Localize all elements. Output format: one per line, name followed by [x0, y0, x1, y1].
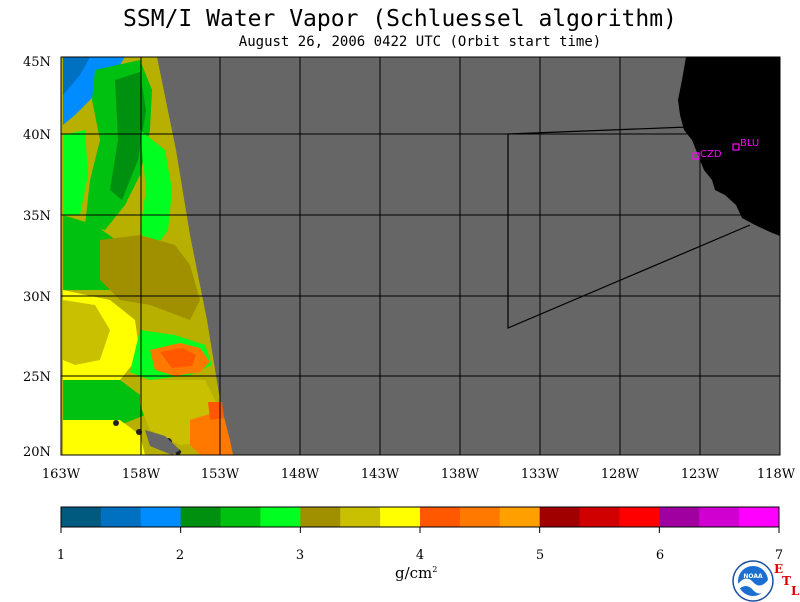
colorbar-swatch	[659, 507, 700, 527]
station-label-czd: CZD	[700, 149, 722, 160]
etl-letter-e: E	[774, 562, 784, 576]
colorbar-swatch	[61, 507, 102, 527]
lon-label: 143W	[361, 467, 400, 482]
lat-label: 30N	[23, 290, 51, 305]
lon-label: 128W	[601, 467, 640, 482]
longitude-labels: 163W 158W 153W 148W 143W 138W 133W 128W …	[42, 467, 796, 482]
lon-label: 148W	[281, 467, 320, 482]
colorbar-ticks: 1 2 3 4 5 6 7	[57, 548, 783, 563]
colorbar-swatch	[619, 507, 660, 527]
noaa-logo-text: NOAA	[743, 573, 763, 580]
map-title: SSM/I Water Vapor (Schluessel algorithm)	[123, 6, 677, 32]
region-outline	[507, 134, 751, 329]
colorbar-swatch	[220, 507, 261, 527]
noaa-logo: NOAA	[732, 560, 774, 602]
colorbar-swatch	[340, 507, 381, 527]
station-label-blu: BLU	[740, 138, 759, 149]
lon-label: 158W	[122, 467, 161, 482]
lon-label: 153W	[201, 467, 240, 482]
colorbar-tick-label: 5	[536, 548, 544, 563]
colorbar-tick-label: 3	[296, 548, 304, 563]
colorbar-swatch	[100, 507, 142, 527]
water-vapor-swath	[61, 57, 233, 455]
lat-label: 35N	[23, 209, 51, 224]
land-mass	[678, 57, 780, 236]
colorbar-tick-label: 6	[656, 548, 664, 563]
colorbar-swatch	[260, 507, 301, 527]
etl-letter-t: T	[782, 574, 791, 588]
region-outline-top	[507, 126, 689, 135]
colorbar-swatch	[300, 507, 341, 527]
colorbar-swatch	[459, 507, 501, 527]
colorbar-tick-label: 1	[57, 548, 65, 563]
colorbar-tick-label: 2	[176, 548, 184, 563]
colorbar-swatch	[140, 507, 182, 527]
lat-label: 20N	[23, 445, 51, 460]
map-frame	[60, 56, 781, 456]
etl-logo: E T L	[774, 562, 800, 598]
colorbar-swatch	[699, 507, 740, 527]
colorbar-tick-label: 4	[416, 548, 424, 563]
colorbar	[60, 506, 780, 533]
lon-label: 133W	[521, 467, 560, 482]
lon-label: 118W	[757, 467, 796, 482]
units-base: g/cm	[395, 564, 433, 582]
colorbar-swatch	[579, 507, 620, 527]
lat-label: 45N	[23, 55, 51, 70]
colorbar-units: g/cm2	[395, 564, 437, 582]
colorbar-swatch	[180, 507, 222, 527]
units-exponent: 2	[432, 565, 438, 574]
map-subtitle: August 26, 2006 0422 UTC (Orbit start ti…	[238, 34, 602, 50]
colorbar-swatch	[420, 507, 461, 527]
lon-label: 123W	[681, 467, 720, 482]
station-blu: BLU	[732, 138, 759, 151]
etl-letter-l: L	[791, 584, 800, 598]
lat-label: 25N	[23, 370, 51, 385]
colorbar-swatch	[380, 507, 421, 527]
lat-label: 40N	[23, 128, 51, 143]
colorbar-swatch	[499, 507, 541, 527]
latitude-labels: 45N 40N 35N 30N 25N 20N	[23, 55, 51, 460]
colorbar-swatch	[739, 507, 780, 527]
colorbar-tick-label: 7	[775, 548, 783, 563]
colorbar-swatch	[539, 507, 581, 527]
map-grid	[61, 57, 780, 455]
lon-label: 138W	[441, 467, 480, 482]
lon-label: 163W	[42, 467, 81, 482]
station-czd: CZD	[692, 149, 722, 160]
